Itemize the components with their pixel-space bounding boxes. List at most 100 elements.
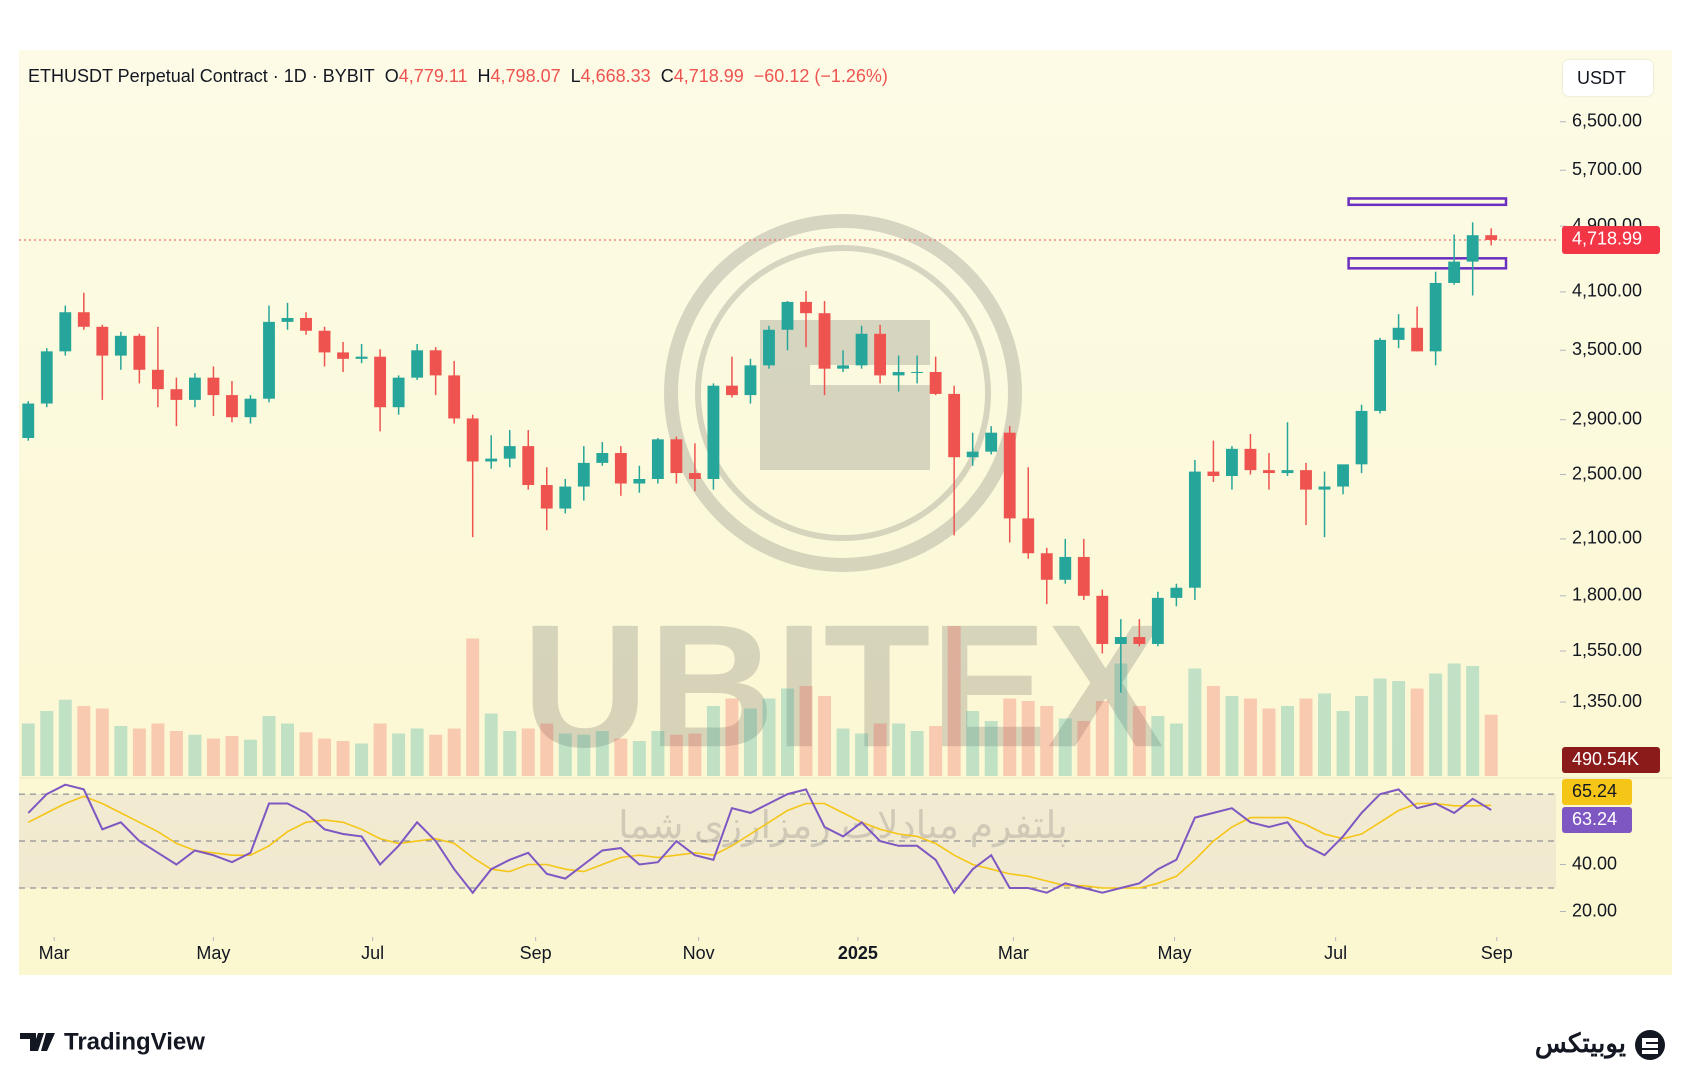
volume-bar [1262,708,1276,776]
candle-body [1003,432,1016,519]
candle-body [59,312,72,352]
candle-body [1300,470,1312,490]
volume-bar [669,734,683,776]
x-tick-label: Sep [1481,943,1513,963]
candle-body [1281,470,1294,474]
candle-body [688,473,701,479]
watermark-ring [695,245,991,541]
candle-body [800,301,812,314]
y-tick-label: 4,100.00 [1572,281,1642,301]
candle-body [651,439,664,479]
volume-bar [188,734,202,776]
candle-body [1114,637,1127,644]
header-text: −60.12 (−1.26%) [753,66,888,86]
candle-body [540,485,553,509]
candle-body [763,329,775,366]
volume-bar [447,728,461,776]
volume-bar [706,706,720,776]
y-tick-label: 2,900.00 [1572,408,1642,428]
volume-bar [21,723,35,776]
footer-tradingview: TradingView [64,1028,205,1055]
candle-body [1022,518,1035,554]
volume-bar [225,736,239,776]
volume-tag-label: 490.54K [1572,749,1639,769]
volume-bar [484,713,498,776]
candle-body [929,372,942,394]
volume-bar [169,731,183,776]
candle-body [114,335,127,356]
volume-bar [1373,678,1387,776]
candle-body [392,377,405,408]
volume-bar [614,738,628,776]
watermark-ring [664,214,1022,572]
volume-bar [632,741,646,776]
volume-bar [929,726,943,776]
candle-body [726,385,738,396]
candle-body [22,403,35,439]
volume-bar [725,698,739,776]
footer-ubitex: یوبیتکس [1535,1028,1626,1059]
volume-bar [521,728,535,776]
volume-tag [1562,747,1660,773]
volume-bar [299,732,313,776]
candle-body [1133,637,1146,644]
volume-bar [466,638,480,776]
candle-body [1207,471,1220,477]
volume-bar [892,723,906,776]
volume-bar [1077,721,1091,776]
volume-bar [503,731,517,776]
candle-body [948,393,961,458]
watermark-brand: UBITEX [522,589,1164,784]
volume-bar [984,721,998,776]
candle-body [837,365,849,369]
volume-bar [1355,696,1369,776]
candle-body [1429,282,1442,352]
header-text: ETHUSDT Perpetual Contract · 1D · BYBIT [28,66,375,86]
volume-bar [318,738,332,776]
volume-bar [410,728,424,776]
volume-bar [1429,673,1443,776]
volume-bar [1206,686,1220,776]
volume-bar [336,741,350,776]
volume-bar [1484,714,1498,776]
volume-bar [855,733,869,776]
candle-body [911,372,924,374]
volume-bar [873,723,887,776]
candle-body [1096,595,1109,644]
ubitex-icon-mark [1642,1038,1658,1054]
volume-bar [355,743,369,776]
rsi-tag [1562,779,1632,805]
candle-body [892,372,905,376]
rsi-band [19,794,1556,889]
candle-body [577,462,590,487]
candle-body [226,395,238,418]
volume-bar [1169,723,1183,776]
volume-bar [1447,663,1461,776]
candle-body [1337,464,1349,487]
header-text: 4,798.07 [490,66,561,86]
volume-bar [836,728,850,776]
y-tick-label: 5,700.00 [1572,159,1642,179]
candle-body [744,365,757,396]
y-tick-label: 2,100.00 [1572,528,1642,548]
x-tick-label: Mar [39,943,70,963]
x-tick-label: Sep [520,943,552,963]
candle-body [1226,448,1238,477]
x-tick-label: Nov [683,943,715,963]
volume-bar [1132,706,1146,776]
y-tick-label: 1,800.00 [1572,585,1642,605]
volume-bar [1466,666,1480,776]
volume-bar [1392,681,1406,776]
candle-body [559,486,572,509]
volume-bar [1410,688,1424,776]
candle-body [1318,486,1331,490]
volume-bar [781,688,794,776]
candle-body [170,389,183,400]
header-text: O [384,66,399,86]
candle-body [374,356,387,408]
volume-bar [1003,698,1017,776]
volume-bar [688,733,702,776]
currency-label[interactable]: USDT [1563,60,1653,96]
